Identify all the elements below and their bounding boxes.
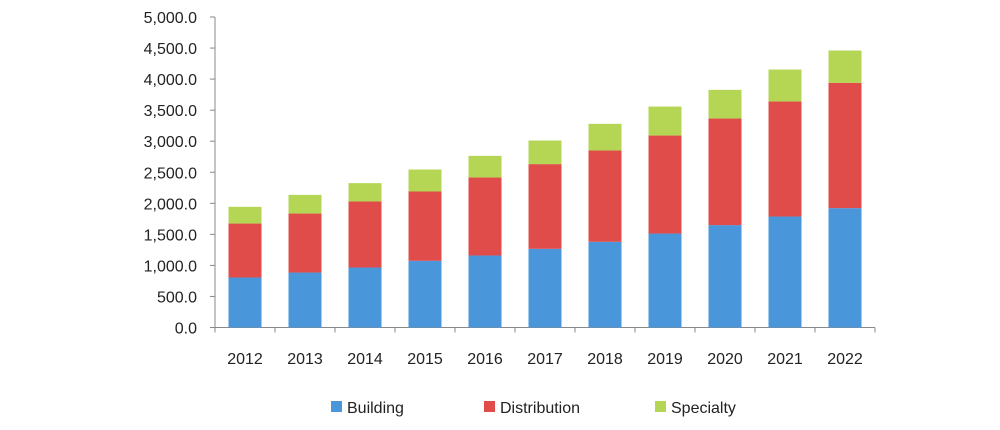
bar-specialty-2014 [348, 183, 382, 202]
x-tick-label: 2022 [827, 351, 863, 368]
bar-specialty-2020 [708, 89, 742, 119]
y-tick-label: 500.0 [157, 289, 197, 306]
legend-label-specialty: Specialty [671, 400, 736, 417]
x-tick-label: 2012 [227, 351, 263, 368]
x-tick-label: 2015 [407, 351, 443, 368]
bar-building-2013 [288, 272, 322, 328]
bar-building-2014 [348, 267, 382, 328]
bar-building-2016 [468, 255, 502, 328]
bar-distribution-2014 [348, 201, 382, 268]
bar-building-2018 [588, 241, 622, 328]
x-tick-label: 2017 [527, 351, 563, 368]
bar-specialty-2019 [648, 106, 682, 136]
y-tick-label: 0.0 [175, 321, 197, 338]
bar-distribution-2022 [828, 82, 862, 209]
x-tick-label: 2013 [287, 351, 323, 368]
y-tick-label: 4,500.0 [144, 41, 197, 58]
x-tick-label: 2016 [467, 351, 503, 368]
y-tick-label: 5,000.0 [144, 10, 197, 27]
legend-label-building: Building [347, 400, 404, 417]
x-tick-label: 2020 [707, 351, 743, 368]
bar-distribution-2018 [588, 150, 622, 242]
legend-swatch-building [331, 401, 342, 412]
bar-distribution-2020 [708, 118, 742, 226]
legend-label-distribution: Distribution [500, 400, 580, 417]
legend-swatch-specialty [655, 401, 666, 412]
bar-distribution-2021 [768, 101, 802, 217]
bar-specialty-2021 [768, 69, 802, 102]
bar-distribution-2017 [528, 164, 562, 249]
y-tick-label: 2,500.0 [144, 165, 197, 182]
bar-building-2015 [408, 260, 442, 328]
legend-swatch-distribution [484, 401, 495, 412]
y-tick-label: 3,500.0 [144, 103, 197, 120]
bar-distribution-2015 [408, 191, 442, 261]
bar-building-2022 [828, 208, 862, 328]
bar-distribution-2012 [228, 223, 262, 278]
x-tick-label: 2018 [587, 351, 623, 368]
bar-building-2020 [708, 225, 742, 328]
bar-building-2012 [228, 277, 262, 328]
bar-specialty-2013 [288, 194, 322, 214]
y-tick-label: 4,000.0 [144, 72, 197, 89]
bar-building-2019 [648, 233, 682, 328]
bar-building-2021 [768, 216, 802, 328]
bar-building-2017 [528, 248, 562, 328]
y-tick-label: 3,000.0 [144, 134, 197, 151]
bar-distribution-2013 [288, 213, 322, 273]
x-tick-label: 2021 [767, 351, 803, 368]
y-tick-label: 1,000.0 [144, 258, 197, 275]
x-tick-label: 2014 [347, 351, 383, 368]
x-tick-label: 2019 [647, 351, 683, 368]
bar-specialty-2012 [228, 206, 262, 224]
bar-distribution-2019 [648, 135, 682, 234]
bar-specialty-2022 [828, 50, 862, 83]
bar-specialty-2015 [408, 169, 442, 192]
bar-specialty-2018 [588, 123, 622, 151]
y-tick-label: 1,500.0 [144, 227, 197, 244]
bar-specialty-2016 [468, 155, 502, 178]
y-tick-label: 2,000.0 [144, 196, 197, 213]
bar-specialty-2017 [528, 140, 562, 165]
bar-distribution-2016 [468, 177, 502, 256]
